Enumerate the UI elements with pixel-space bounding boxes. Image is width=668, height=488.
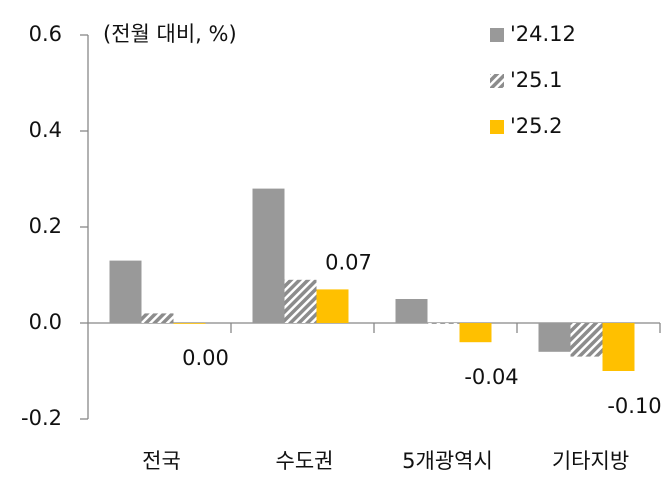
- bar: [141, 313, 174, 323]
- x-tick-label: 수도권: [276, 449, 334, 473]
- bar: [109, 260, 142, 323]
- bar: [316, 289, 349, 323]
- y-tick-label: 0.0: [29, 310, 62, 334]
- y-tick-label: 0.2: [29, 214, 62, 238]
- bar: [427, 323, 460, 324]
- data-label: -0.04: [464, 365, 518, 389]
- y-tick-label: 0.6: [29, 22, 62, 46]
- bar: [538, 323, 571, 352]
- bar: [395, 299, 428, 323]
- legend-label: '25.2: [510, 114, 563, 138]
- legend-label: '25.1: [510, 68, 563, 92]
- legend-label: '24.12: [510, 22, 576, 46]
- data-label: 0.00: [182, 346, 229, 370]
- bar: [602, 323, 635, 371]
- y-tick-label: 0.4: [29, 118, 62, 142]
- bar: [459, 323, 492, 343]
- x-tick-label: 5개광역시: [402, 449, 493, 473]
- bar: [284, 279, 317, 323]
- legend-swatch: [490, 28, 504, 42]
- y-tick-label: -0.2: [21, 406, 62, 430]
- legend-swatch: [490, 74, 504, 88]
- data-label: 0.07: [325, 250, 372, 274]
- bar: [570, 323, 603, 357]
- x-tick-label: 전국: [142, 449, 181, 473]
- data-label: -0.10: [607, 394, 661, 418]
- bar: [252, 188, 285, 323]
- x-tick-label: 기타지방: [552, 449, 629, 473]
- unit-annotation: (전월 대비, %): [103, 22, 237, 46]
- bar: [173, 323, 206, 324]
- legend-swatch: [490, 120, 504, 134]
